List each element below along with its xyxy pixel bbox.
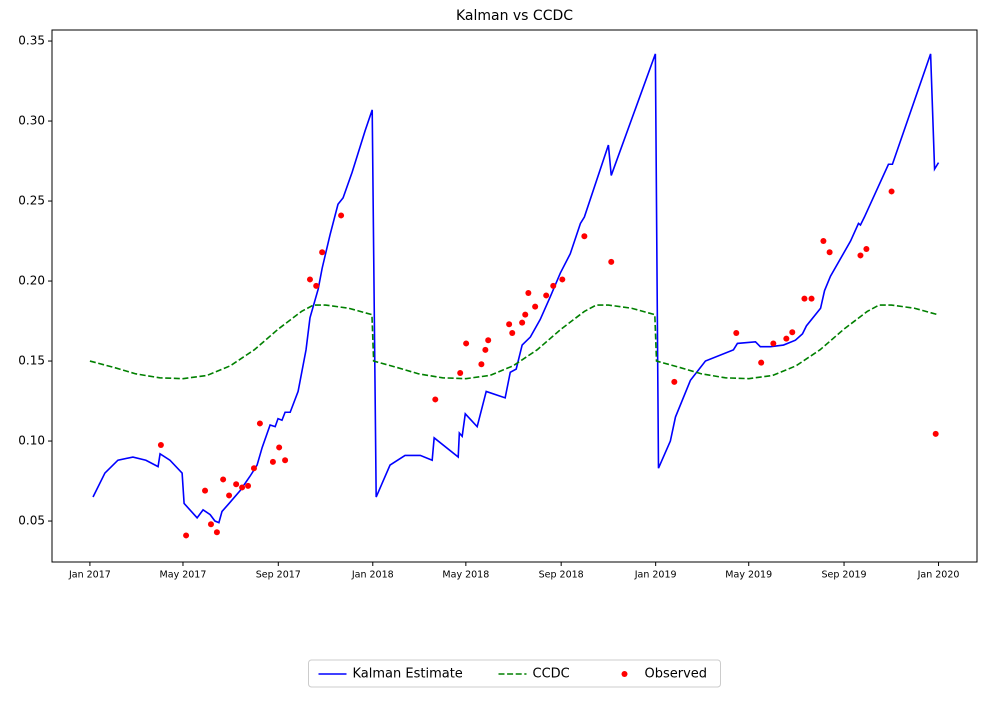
- observed-point: [581, 233, 588, 240]
- observed-point: [543, 292, 550, 299]
- observed-point: [932, 430, 939, 437]
- plot-frame: [51, 29, 978, 563]
- observed-point: [306, 276, 313, 283]
- observed-point: [245, 482, 252, 489]
- observed-point: [485, 337, 492, 344]
- observed-point: [256, 420, 263, 427]
- observed-point: [482, 346, 489, 353]
- observed-point: [801, 295, 808, 302]
- x-tick-label: Sep 2018: [539, 570, 584, 581]
- x-tick-label: May 2018: [442, 570, 489, 581]
- x-tick-label: May 2017: [160, 570, 207, 581]
- line-series: [92, 53, 940, 524]
- observed-point: [157, 442, 164, 449]
- line-series: [89, 304, 938, 380]
- observed-point: [608, 258, 615, 265]
- observed-point: [789, 329, 796, 336]
- observed-point: [550, 282, 557, 289]
- observed-point: [269, 458, 276, 465]
- observed-point: [519, 319, 526, 326]
- x-tick-label: Sep 2019: [821, 570, 866, 581]
- x-tick-label: Jan 2018: [351, 570, 394, 581]
- y-tick-label: 0.25: [18, 194, 45, 208]
- x-tick-label: May 2019: [725, 570, 772, 581]
- observed-point: [857, 252, 864, 259]
- observed-point: [863, 246, 870, 253]
- observed-point: [233, 481, 240, 488]
- observed-point: [522, 311, 529, 318]
- legend-box: [308, 659, 721, 688]
- observed-point: [733, 330, 740, 337]
- observed-point: [239, 484, 246, 491]
- observed-point: [207, 521, 214, 528]
- observed-point: [820, 238, 827, 245]
- y-tick-label: 0.15: [18, 354, 45, 368]
- observed-point: [463, 340, 470, 347]
- y-tick-label: 0.30: [18, 114, 45, 128]
- x-tick-label: Jan 2017: [68, 570, 111, 581]
- y-tick-label: 0.35: [18, 34, 45, 48]
- observed-point: [282, 457, 289, 464]
- observed-point: [319, 249, 326, 256]
- observed-point: [432, 396, 439, 403]
- observed-point: [532, 303, 539, 310]
- y-tick-label: 0.10: [18, 434, 45, 448]
- observed-point: [525, 290, 532, 297]
- y-tick-label: 0.20: [18, 274, 45, 288]
- legend-label: CCDC: [533, 667, 570, 682]
- observed-point: [338, 212, 345, 219]
- y-tick-label: 0.05: [18, 514, 45, 528]
- legend-label: Observed: [645, 667, 708, 682]
- observed-point: [783, 335, 790, 342]
- observed-point: [202, 487, 209, 494]
- observed-point: [671, 378, 678, 385]
- observed-point: [213, 529, 220, 536]
- x-tick-label: Jan 2020: [917, 570, 960, 581]
- observed-point: [276, 444, 283, 451]
- observed-point: [826, 249, 833, 256]
- observed-point: [808, 295, 815, 302]
- observed-point: [509, 330, 516, 337]
- legend-label: Kalman Estimate: [353, 667, 463, 682]
- observed-point: [758, 359, 765, 366]
- x-tick-label: Sep 2017: [256, 570, 301, 581]
- observed-point: [888, 188, 895, 195]
- legend-marker: [621, 671, 628, 677]
- observed-point: [506, 321, 513, 328]
- observed-point: [478, 361, 485, 368]
- observed-point: [457, 370, 464, 377]
- observed-point: [250, 465, 257, 472]
- x-tick-label: Jan 2019: [634, 570, 677, 581]
- observed-point: [220, 476, 227, 483]
- observed-point: [226, 492, 233, 499]
- observed-point: [559, 276, 566, 283]
- observed-point: [770, 340, 777, 347]
- chart-title: Kalman vs CCDC: [456, 8, 573, 24]
- observed-point: [313, 282, 320, 289]
- observed-point: [183, 532, 190, 539]
